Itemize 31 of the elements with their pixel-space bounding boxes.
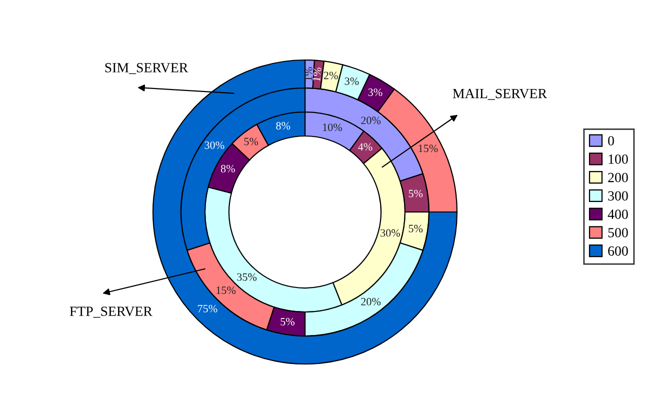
- data-label: 15%: [216, 286, 236, 294]
- data-label: 20%: [361, 298, 381, 306]
- data-label: 30%: [204, 141, 224, 149]
- data-label: 20%: [361, 116, 381, 124]
- legend-label: 0: [608, 136, 614, 146]
- slice-label: FTP_SERVER: [70, 306, 152, 318]
- data-label: 35%: [237, 273, 257, 281]
- data-label: 2%: [324, 72, 338, 80]
- data-label: 4%: [358, 143, 372, 151]
- data-label: 1%: [312, 67, 322, 82]
- legend-label: 500: [608, 228, 628, 238]
- data-label: 5%: [280, 318, 295, 326]
- data-label: 1%: [304, 66, 312, 81]
- data-label: 8%: [276, 122, 290, 130]
- legend-label: 200: [608, 172, 628, 182]
- data-label: 5%: [244, 138, 258, 146]
- data-label: 5%: [408, 224, 423, 232]
- slice-label: SIM_SERVER: [105, 63, 188, 74]
- data-label: 8%: [220, 164, 235, 172]
- legend-label: 600: [608, 246, 628, 256]
- data-label: 10%: [322, 124, 342, 132]
- data-label: 5%: [408, 190, 423, 198]
- data-label: 3%: [368, 88, 382, 96]
- slice-label: MAIL_SERVER: [452, 88, 547, 100]
- legend-label: 100: [608, 154, 628, 164]
- data-label: 75%: [198, 304, 218, 312]
- data-label: 15%: [418, 144, 438, 152]
- legend-label: 300: [608, 191, 628, 201]
- legend-label: 400: [608, 210, 628, 219]
- data-label: 30%: [380, 229, 400, 237]
- data-label: 3%: [344, 77, 359, 85]
